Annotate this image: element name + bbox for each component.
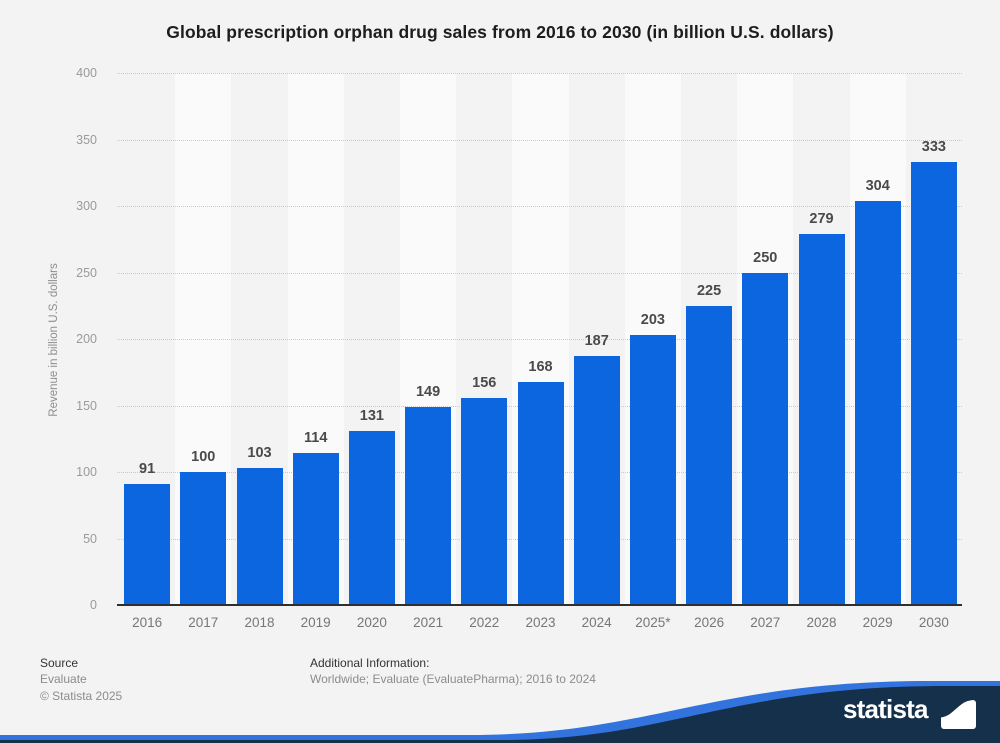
bar-2016	[124, 483, 171, 605]
value-label: 91	[139, 460, 156, 477]
gridline	[117, 206, 962, 207]
x-tick-label: 2030	[918, 615, 949, 630]
x-tick-label: 2017	[188, 615, 219, 630]
value-label: 279	[809, 210, 834, 227]
additional-information-value: Worldwide; Evaluate (EvaluatePharma); 20…	[310, 672, 596, 686]
x-tick-label: 2025*	[635, 615, 671, 630]
x-tick-label: 2027	[750, 615, 781, 630]
x-tick-label: 2026	[694, 615, 725, 630]
x-tick-label: 2022	[469, 615, 500, 630]
value-label: 304	[865, 177, 890, 194]
value-label: 168	[528, 358, 553, 375]
copyright-text: © Statista 2025	[40, 689, 123, 703]
value-label: 187	[584, 333, 609, 350]
y-tick-label: 350	[76, 132, 97, 147]
bar-2022	[461, 397, 508, 605]
bar-2024	[573, 356, 620, 605]
bar-2030	[910, 162, 957, 605]
x-tick-label: 2029	[862, 615, 893, 630]
chart-title: Global prescription orphan drug sales fr…	[166, 22, 834, 42]
gridline	[117, 73, 962, 74]
bar-2017	[180, 472, 227, 605]
x-tick-label: 2018	[244, 615, 275, 630]
bar-2026	[686, 305, 733, 605]
value-label: 333	[921, 139, 946, 156]
statista-logo-icon[interactable]	[941, 700, 976, 729]
y-tick-label: 0	[90, 598, 97, 612]
y-tick-label: 200	[76, 332, 97, 346]
bar-2025*	[629, 335, 676, 605]
bar-2018	[236, 468, 283, 605]
bar-2023	[517, 381, 564, 605]
y-tick-label: 250	[76, 265, 97, 280]
y-tick-label: 50	[83, 531, 97, 546]
value-label: 131	[359, 407, 384, 424]
x-tick-label: 2019	[300, 615, 331, 630]
gridline	[117, 139, 962, 141]
x-tick-label: 2016	[132, 615, 163, 630]
value-label: 149	[415, 383, 441, 400]
bar-2028	[798, 233, 845, 605]
bar-2021	[405, 406, 452, 605]
gridline	[117, 339, 962, 340]
additional-information-label: Additional Information:	[310, 656, 430, 670]
bar-2020	[348, 430, 395, 605]
value-label: 225	[696, 282, 722, 299]
value-label: 250	[753, 249, 778, 266]
value-label: 100	[191, 449, 216, 465]
value-label: 156	[472, 374, 497, 391]
value-label: 203	[640, 312, 665, 328]
statista-logo-text[interactable]: statista	[843, 694, 930, 724]
value-label: 114	[303, 430, 328, 447]
x-tick-label: 2020	[356, 615, 387, 630]
x-axis-line	[117, 604, 962, 606]
gridline	[117, 272, 962, 274]
bar-2029	[854, 200, 901, 605]
source-value[interactable]: Evaluate	[40, 672, 87, 686]
y-tick-label: 400	[76, 66, 97, 80]
x-tick-label: 2023	[525, 615, 556, 630]
y-tick-label: 150	[76, 398, 97, 413]
x-tick-label: 2024	[581, 615, 612, 630]
y-tick-label: 300	[76, 199, 97, 213]
wave-navy-shape	[0, 686, 1000, 743]
source-label: Source	[40, 656, 79, 670]
y-tick-label: 100	[76, 465, 97, 479]
bar-2019	[292, 453, 339, 605]
bar-2027	[742, 272, 789, 605]
x-tick-label: 2021	[413, 615, 444, 630]
x-tick-label: 2028	[806, 615, 837, 630]
value-label: 103	[247, 445, 272, 461]
statista-banner: statista	[0, 681, 1000, 743]
